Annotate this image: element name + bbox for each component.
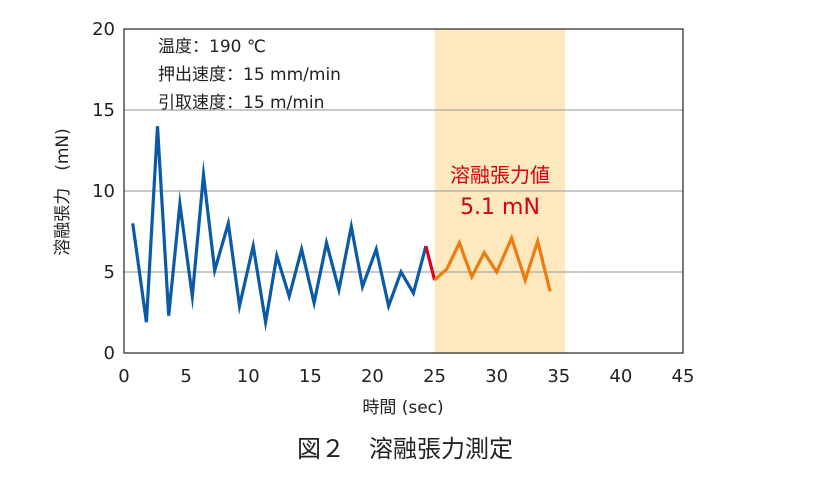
x-tick-label: 10 — [237, 366, 260, 387]
x-tick-label: 15 — [299, 366, 322, 387]
y-tick-label: 15 — [92, 100, 115, 121]
x-axis-title: 時間 (sec) — [362, 398, 443, 418]
x-tick-label: 5 — [180, 366, 191, 387]
figure-caption: 図２ 溶融張力測定 — [297, 435, 513, 463]
plot-frame — [123, 28, 684, 354]
x-tick-label: 0 — [118, 366, 129, 387]
condition-takeup-speed: 引取速度：15 m/min — [158, 93, 324, 113]
x-tick-label: 35 — [547, 366, 570, 387]
gridlines — [124, 109, 683, 273]
y-tick-label: 10 — [92, 181, 115, 202]
series-line-transition — [424, 245, 437, 281]
x-tick-labels: 0 5 10 15 20 25 30 35 40 45 — [118, 366, 694, 387]
series-line-before — [131, 126, 428, 332]
y-tick-label: 5 — [104, 262, 115, 283]
data-series — [131, 126, 552, 332]
x-tick-label: 30 — [485, 366, 508, 387]
annotation-label: 溶融張力値 — [450, 163, 550, 187]
condition-temperature: 温度：190 ℃ — [158, 37, 266, 57]
y-axis-title: 溶融張力 (mN) — [53, 128, 73, 256]
y-tick-labels: 0 5 10 15 20 — [92, 19, 115, 364]
x-tick-label: 20 — [361, 366, 384, 387]
x-tick-label: 45 — [672, 366, 695, 387]
x-tick-label: 25 — [423, 366, 446, 387]
y-tick-label: 20 — [92, 19, 115, 40]
annotation-value: 5.1 mN — [460, 195, 540, 220]
x-tick-label: 40 — [609, 366, 632, 387]
y-tick-label: 0 — [104, 343, 115, 364]
condition-extrusion-speed: 押出速度：15 mm/min — [158, 65, 341, 85]
series-line-measurement — [433, 233, 552, 292]
